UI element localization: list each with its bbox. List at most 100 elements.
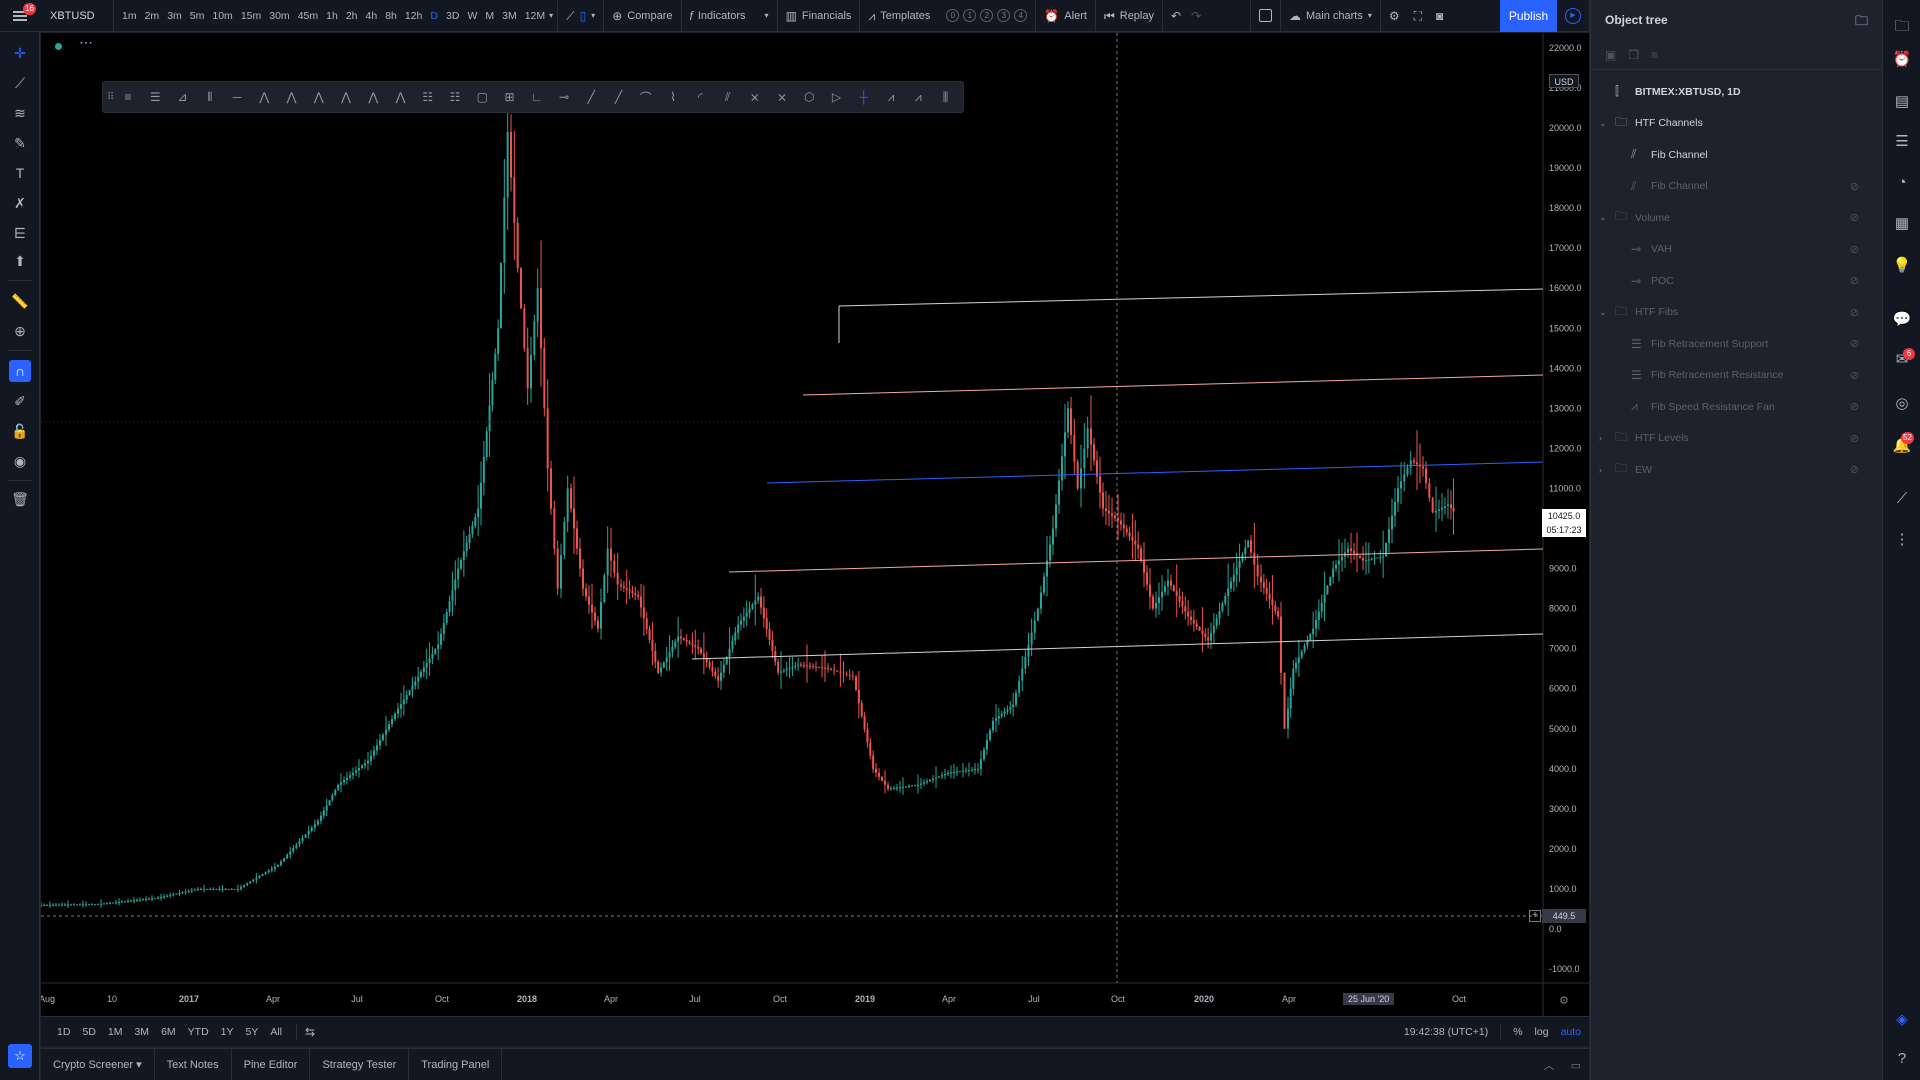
favorites-star-icon[interactable]: ☆ xyxy=(8,1044,32,1068)
timeframe-5m[interactable]: 5m xyxy=(189,9,205,22)
range-all[interactable]: All xyxy=(270,1025,283,1038)
lock-icon[interactable]: 🔓 xyxy=(11,423,29,439)
gear-icon[interactable]: ⚙ xyxy=(1388,8,1400,23)
data-window-icon[interactable]: ▤ xyxy=(1894,93,1910,110)
compare-button[interactable]: ⊕ Compare xyxy=(604,0,682,32)
financials-button[interactable]: ▥ Financials xyxy=(778,0,861,32)
object-tree-item[interactable]: › 🗀 EW ⊘ xyxy=(1591,454,1883,485)
wave-2-icon[interactable]: ⋀ xyxy=(286,90,297,104)
trading-icon[interactable]: ⟋ xyxy=(1896,490,1908,507)
crosshair-icon[interactable]: ┼ xyxy=(859,90,869,104)
trash-icon[interactable]: 🗑 xyxy=(11,491,29,507)
symbol-search-button[interactable]: XBTUSD xyxy=(40,0,114,32)
ray-icon[interactable]: ⊸ xyxy=(558,90,570,104)
line-chart-icon[interactable]: ⟋ xyxy=(566,8,575,23)
volume-profile-icon[interactable]: ⫼ xyxy=(942,89,949,104)
timeframe-12m[interactable]: 12M xyxy=(524,9,546,22)
axis-settings-icon[interactable]: ⚙ xyxy=(1559,995,1569,1007)
timeframe-1h[interactable]: 1h xyxy=(326,9,338,22)
gann-fan-icon[interactable]: ⩘ xyxy=(914,89,922,104)
eye-hidden-icon[interactable]: ⊘ xyxy=(1849,243,1859,256)
wave-4-icon[interactable]: ⋀ xyxy=(341,90,351,104)
range-1d[interactable]: 1D xyxy=(57,1025,71,1038)
timeframe-4h[interactable]: 4h xyxy=(365,9,378,22)
timeframe-2m[interactable]: 2m xyxy=(144,9,160,22)
chat-icon[interactable]: 💬 xyxy=(1892,311,1912,328)
object-tree-item[interactable]: ☰ Fib Retracement Support ⊘ xyxy=(1591,328,1883,359)
range-1y[interactable]: 1Y xyxy=(220,1025,234,1038)
ruler-icon[interactable]: 📏 xyxy=(11,293,29,309)
object-tree-item[interactable]: ⫽ Fib Channel xyxy=(1591,139,1883,170)
wave-1-icon[interactable]: ⋀ xyxy=(259,90,270,104)
object-tree-item[interactable]: ⌄ 🗀 Volume ⊘ xyxy=(1591,202,1883,233)
range-5d[interactable]: 5D xyxy=(82,1025,96,1038)
hotlist-icon[interactable]: ◔ xyxy=(1897,174,1907,191)
range-5y[interactable]: 5Y xyxy=(245,1025,259,1038)
triangle-icon[interactable]: ▷ xyxy=(831,90,842,104)
currency-label[interactable]: USD xyxy=(1549,74,1579,88)
chevron-down-icon[interactable]: ▾ xyxy=(549,10,554,20)
cross-lines-icon[interactable]: ⨯ xyxy=(776,90,788,104)
chevron-right-icon[interactable]: › xyxy=(1599,433,1602,443)
help-icon[interactable]: ? xyxy=(1897,1050,1907,1067)
main-menu-button[interactable]: 16 xyxy=(0,0,40,32)
brush-icon[interactable]: ✎ xyxy=(14,135,26,151)
more-icon[interactable]: ⋯ xyxy=(79,34,94,50)
eye-icon[interactable]: ◉ xyxy=(13,453,27,469)
object-tree-item[interactable]: ⊸ POC ⊘ xyxy=(1591,265,1883,296)
date-range-icon[interactable]: ⇆ xyxy=(305,1024,316,1039)
eye-hidden-icon[interactable]: ⊘ xyxy=(1849,401,1859,413)
angle-icon[interactable]: ∟ xyxy=(530,90,543,104)
timeframe-m[interactable]: M xyxy=(485,9,495,22)
timeframe-1m[interactable]: 1m xyxy=(122,9,137,22)
object-tree-item[interactable]: ⊸ VAH ⊘ xyxy=(1591,234,1883,265)
eye-hidden-icon[interactable]: ⊘ xyxy=(1849,369,1859,382)
timeframe-w[interactable]: W xyxy=(467,9,478,22)
timeframe-8h[interactable]: 8h xyxy=(385,9,397,22)
publish-button[interactable]: Publish xyxy=(1500,0,1557,32)
pitchfork-icon[interactable]: ≋ xyxy=(14,105,26,121)
layout-square-icon[interactable] xyxy=(1259,9,1272,22)
timeframe-3d[interactable]: 3D xyxy=(446,9,460,22)
object-tree-item[interactable]: ☰ Fib Retracement Resistance ⊘ xyxy=(1591,360,1883,391)
timeframe-d[interactable]: D xyxy=(430,9,438,22)
add-plus-icon[interactable]: + xyxy=(1529,910,1541,922)
eye-hidden-icon[interactable]: ⊘ xyxy=(1849,180,1859,193)
clone-icon[interactable]: ❐ xyxy=(1628,47,1640,62)
price-chart[interactable]: 22000.021000.020000.019000.018000.017000… xyxy=(41,33,1589,1041)
watchlist-icon[interactable]: ☰ xyxy=(1895,133,1909,150)
object-tree-layers-icon[interactable]: ◈ xyxy=(1896,1011,1908,1028)
maximize-panel-icon[interactable]: ▭ xyxy=(1570,1059,1581,1072)
template-slot[interactable]: 4 xyxy=(1014,9,1028,22)
group-icon[interactable]: ▣ xyxy=(1605,47,1617,62)
template-slot[interactable]: 3 xyxy=(997,9,1011,22)
object-tree-item[interactable]: ⩘ Fib Speed Resistance Fan ⊘ xyxy=(1591,391,1883,422)
eye-hidden-icon[interactable]: ⊘ xyxy=(1849,338,1859,350)
log-toggle[interactable]: log xyxy=(1534,1026,1549,1038)
ideas-icon[interactable]: 💡 xyxy=(1892,257,1912,274)
fib-retracement-icon[interactable]: ☷ xyxy=(422,90,434,104)
template-slot[interactable]: 0 xyxy=(946,9,960,22)
eye-hidden-icon[interactable]: ⊘ xyxy=(1849,464,1859,476)
object-tree-item[interactable]: ⫽ Fib Channel ⊘ xyxy=(1591,171,1883,202)
templates-button[interactable]: ⩘ Templates xyxy=(860,0,938,32)
layers-icon[interactable]: ≡ xyxy=(1651,47,1659,62)
tab-pine-editor[interactable]: Pine Editor xyxy=(232,1048,311,1080)
zoom-in-icon[interactable]: ⊕ xyxy=(14,323,26,339)
chevron-down-icon[interactable]: ⌄ xyxy=(1599,212,1607,222)
replay-button[interactable]: ⏮ Replay xyxy=(1096,0,1163,32)
horizontal-lines-icon[interactable]: ☰ xyxy=(149,90,161,104)
eye-hidden-icon[interactable]: ⊘ xyxy=(1849,275,1859,287)
chevron-right-icon[interactable]: › xyxy=(1599,464,1602,475)
percent-toggle[interactable]: % xyxy=(1513,1026,1523,1038)
camera-icon[interactable]: ◙ xyxy=(1436,8,1444,23)
fib-fan-icon[interactable]: ⩘ xyxy=(887,89,895,104)
eye-hidden-icon[interactable]: ⊘ xyxy=(1849,432,1859,445)
pattern-icon[interactable]: ⨯ xyxy=(749,90,760,104)
clock-label[interactable]: 19:42:38 (UTC+1) xyxy=(1403,1026,1489,1038)
chart-pane[interactable]: 22000.021000.020000.019000.018000.017000… xyxy=(41,33,1589,1041)
prediction-icon[interactable]: ⋿ xyxy=(13,225,27,241)
indicators-button[interactable]: f Indicators ▾ xyxy=(682,0,778,32)
tab-crypto-screener[interactable]: Crypto Screener ▾ xyxy=(41,1048,155,1080)
grid-icon[interactable]: ⊞ xyxy=(504,90,515,104)
